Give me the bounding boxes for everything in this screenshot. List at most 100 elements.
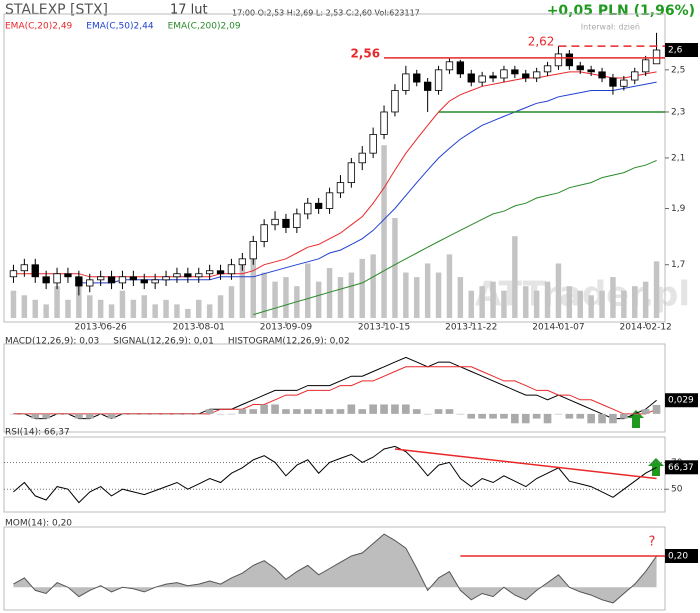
histogram-bar [500, 413, 508, 419]
candle-body [347, 162, 356, 184]
candle-body [20, 264, 29, 272]
line [78, 81, 657, 284]
legend-entry: MOM(14): 0,20 [5, 519, 72, 529]
volume-bar [108, 304, 115, 318]
symbol: STALEXP [STX] [5, 2, 108, 18]
candle-body [173, 273, 181, 278]
volume-bar [130, 299, 137, 318]
last-value-box [665, 43, 698, 58]
candle-body [227, 264, 236, 275]
candle-body [86, 279, 94, 287]
level-label: 2,56 [350, 46, 380, 60]
candle-body [478, 75, 486, 83]
histogram-bar [402, 404, 410, 414]
y-tick-label: 2,1 [671, 153, 685, 163]
line [13, 533, 658, 604]
last-value-label: 2,6 [668, 46, 683, 56]
volume-bar [163, 299, 169, 318]
volume-bar [217, 295, 224, 318]
candle-body [587, 69, 595, 73]
line [13, 445, 657, 504]
candle-body [107, 276, 116, 284]
histogram-bar [391, 404, 399, 414]
candle-body [467, 73, 475, 83]
x-tick-label: 2013-08-01 [173, 323, 225, 333]
y-tick-label: 2,5 [671, 65, 685, 75]
volume-bar [196, 299, 202, 318]
legend-entry: EMA(C,20)2,49 [5, 22, 73, 32]
candle-body [631, 71, 639, 81]
candle-body [456, 61, 465, 75]
volume-bar [54, 286, 60, 318]
volume-bar [305, 263, 311, 318]
histogram-bar [543, 413, 552, 424]
histogram-bar [205, 409, 214, 414]
volume-bar [65, 299, 71, 318]
candle-body [184, 273, 192, 278]
histogram-bar [151, 413, 159, 415]
candle-body [402, 73, 410, 91]
volume-bar [141, 295, 147, 318]
volume-bar [43, 304, 49, 318]
volume-bar [21, 295, 28, 318]
histogram-bar [260, 404, 268, 414]
volume-bar [435, 272, 442, 318]
histogram-bar [478, 413, 486, 419]
histogram-bar [434, 409, 443, 414]
candle-body [336, 182, 345, 194]
volume-bar [97, 299, 104, 318]
last-value-label: 66,37 [668, 463, 694, 473]
histogram-bar [587, 413, 595, 424]
volume-bar [283, 277, 289, 318]
histogram-bar [64, 413, 72, 415]
histogram-bar [184, 413, 192, 415]
candle-body [576, 65, 584, 71]
x-tick-label: 2013-09-09 [260, 323, 313, 333]
volume-bar [152, 304, 158, 318]
candle-body [75, 276, 83, 287]
volume-bar [642, 281, 649, 318]
candle-body [652, 49, 661, 65]
volume-bar [119, 290, 126, 318]
histogram-bar [620, 413, 628, 419]
x-tick-label: 2013-10-15 [358, 323, 410, 333]
volume-bar [261, 272, 267, 318]
legend-entry: HISTOGRAM(12,26,9): 0,02 [228, 337, 350, 347]
histogram-bar [347, 404, 356, 414]
candle-body [358, 152, 366, 164]
candle-body [162, 276, 170, 281]
candle-body [151, 279, 159, 284]
candle-body [500, 69, 508, 79]
histogram-bar [576, 413, 585, 419]
volume-bar [446, 254, 453, 318]
last-value-box [665, 460, 698, 475]
candle-body [140, 279, 148, 284]
date: 17 lut [170, 3, 208, 18]
volume-bar [32, 299, 38, 318]
candle-body [129, 276, 138, 281]
histogram-bar [293, 409, 301, 414]
histogram-bar [380, 404, 388, 414]
volume-bar [533, 290, 540, 318]
histogram-bar [216, 413, 225, 415]
panel-frame [3, 526, 666, 611]
histogram-bar [162, 413, 170, 415]
last-value-box [665, 393, 698, 408]
candle-body [304, 202, 312, 215]
candle-body [205, 270, 214, 275]
histogram-bar [325, 409, 334, 414]
histogram-bar [314, 409, 323, 414]
volume-bar [315, 281, 322, 318]
y-tick-label: 1,9 [671, 204, 686, 214]
candle-body [282, 218, 290, 228]
histogram-bar [53, 413, 61, 415]
histogram-bar [227, 413, 236, 415]
volume-bar [239, 263, 246, 318]
histogram-bar [652, 404, 661, 414]
volume-bar [174, 304, 180, 318]
volume-bar [272, 281, 278, 318]
histogram-bar [532, 413, 541, 419]
candle-body [641, 59, 650, 73]
change: +0,05 PLN (1,96%) [547, 3, 695, 19]
volume-bar [632, 286, 638, 318]
